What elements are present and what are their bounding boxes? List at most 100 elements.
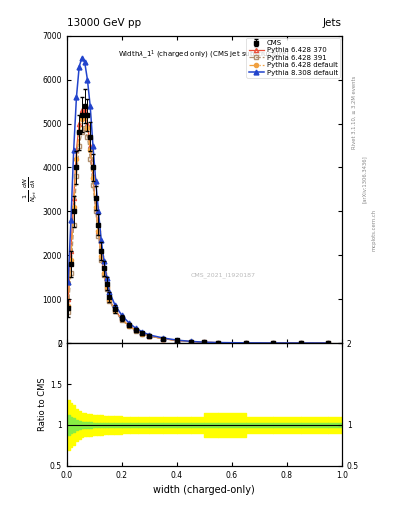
Pythia 6.428 391 [91, 182, 95, 188]
Pythia 6.428 391 [66, 309, 71, 315]
Pythia 6.428 391 [79, 130, 84, 136]
Pythia 6.428 default [72, 204, 76, 210]
Pythia 6.428 default [74, 156, 79, 162]
Pythia 6.428 391 [147, 333, 152, 339]
Line: Pythia 6.428 default: Pythia 6.428 default [66, 115, 330, 345]
Pythia 6.428 391 [83, 125, 87, 131]
Pythia 8.308 default [85, 77, 90, 83]
Pythia 8.308 default [88, 103, 93, 109]
Pythia 8.308 default [113, 302, 118, 308]
Pythia 6.428 370 [243, 340, 248, 346]
Pythia 6.428 370 [74, 147, 79, 153]
Legend: CMS, Pythia 6.428 370, Pythia 6.428 391, Pythia 6.428 default, Pythia 8.308 defa: CMS, Pythia 6.428 370, Pythia 6.428 391,… [246, 38, 340, 78]
Pythia 8.308 default [216, 339, 220, 346]
Pythia 6.428 391 [188, 338, 193, 345]
Pythia 6.428 default [174, 337, 179, 344]
Pythia 6.428 370 [127, 323, 131, 329]
Pythia 6.428 default [99, 253, 104, 259]
Pythia 6.428 370 [99, 253, 104, 259]
Pythia 6.428 default [77, 130, 82, 136]
Pythia 6.428 370 [94, 204, 98, 210]
Pythia 6.428 391 [140, 331, 145, 337]
Pythia 6.428 default [68, 257, 73, 263]
Text: Jets: Jets [323, 18, 342, 28]
Pythia 6.428 default [85, 125, 90, 131]
Pythia 6.428 391 [85, 134, 90, 140]
Pythia 6.428 391 [202, 339, 207, 346]
Pythia 6.428 370 [66, 296, 71, 302]
Pythia 6.428 370 [83, 108, 87, 114]
Text: CMS_2021_I1920187: CMS_2021_I1920187 [191, 272, 256, 279]
Text: [arXiv:1306.3436]: [arXiv:1306.3436] [362, 155, 367, 203]
Pythia 6.428 default [96, 228, 101, 234]
Pythia 6.428 370 [133, 327, 138, 333]
Pythia 6.428 391 [133, 328, 138, 334]
Pythia 6.428 default [91, 176, 95, 182]
Pythia 6.428 default [243, 340, 248, 346]
Pythia 6.428 default [66, 303, 71, 309]
Pythia 6.428 default [83, 114, 87, 120]
Text: Rivet 3.1.10, ≥ 3.2M events: Rivet 3.1.10, ≥ 3.2M events [352, 76, 357, 150]
Text: Width$\lambda$_1$^1$ (charged only) (CMS jet substructure): Width$\lambda$_1$^1$ (charged only) (CMS… [119, 48, 290, 61]
Pythia 6.428 370 [79, 108, 84, 114]
Pythia 8.308 default [68, 217, 73, 223]
X-axis label: width (charged-only): width (charged-only) [154, 485, 255, 495]
Y-axis label: Ratio to CMS: Ratio to CMS [38, 378, 47, 431]
Pythia 6.428 370 [188, 338, 193, 345]
Pythia 8.308 default [96, 208, 101, 215]
Pythia 6.428 default [119, 316, 124, 323]
Pythia 6.428 default [271, 340, 275, 346]
Pythia 8.308 default [94, 178, 98, 184]
Pythia 6.428 default [161, 336, 165, 342]
Pythia 6.428 370 [147, 333, 152, 339]
Pythia 6.428 default [216, 339, 220, 346]
Pythia 8.308 default [105, 274, 109, 281]
Pythia 6.428 370 [72, 195, 76, 201]
Y-axis label: $\frac{1}{N_{jet}}\ \frac{dN}{d\lambda}$: $\frac{1}{N_{jet}}\ \frac{dN}{d\lambda}$ [21, 177, 40, 202]
Pythia 8.308 default [140, 329, 145, 335]
Pythia 6.428 default [202, 339, 207, 346]
Pythia 6.428 default [107, 296, 112, 303]
Pythia 6.428 370 [326, 340, 331, 346]
Pythia 6.428 391 [161, 336, 165, 342]
Pythia 6.428 391 [113, 308, 118, 314]
Pythia 6.428 370 [174, 337, 179, 344]
Pythia 6.428 default [147, 333, 152, 339]
Pythia 6.428 370 [105, 284, 109, 290]
Pythia 8.308 default [79, 55, 84, 61]
Pythia 6.428 370 [216, 339, 220, 346]
Pythia 6.428 default [188, 338, 193, 345]
Pythia 6.428 391 [119, 317, 124, 323]
Pythia 6.428 370 [119, 316, 124, 322]
Pythia 8.308 default [66, 279, 71, 285]
Pythia 8.308 default [74, 94, 79, 100]
Pythia 8.308 default [202, 339, 207, 345]
Pythia 6.428 default [133, 327, 138, 333]
Pythia 6.428 default [79, 116, 84, 122]
Pythia 6.428 391 [243, 340, 248, 346]
Pythia 6.428 370 [96, 228, 101, 234]
Pythia 8.308 default [91, 142, 95, 148]
Pythia 6.428 370 [161, 335, 165, 342]
Pythia 6.428 391 [88, 156, 93, 162]
Pythia 6.428 default [113, 307, 118, 313]
Pythia 6.428 370 [202, 339, 207, 346]
Pythia 8.308 default [298, 340, 303, 346]
Pythia 6.428 370 [102, 270, 107, 276]
Line: Pythia 8.308 default: Pythia 8.308 default [66, 55, 331, 346]
Pythia 8.308 default [77, 63, 82, 70]
Pythia 6.428 default [140, 330, 145, 336]
Pythia 6.428 default [105, 284, 109, 290]
Pythia 6.428 370 [298, 340, 303, 346]
Pythia 8.308 default [72, 147, 76, 153]
Pythia 6.428 391 [216, 339, 220, 346]
Pythia 6.428 391 [105, 286, 109, 292]
Pythia 6.428 370 [91, 173, 95, 179]
Pythia 8.308 default [147, 332, 152, 338]
Pythia 6.428 default [298, 340, 303, 346]
Pythia 6.428 391 [68, 270, 73, 276]
Pythia 8.308 default [127, 319, 131, 326]
Text: mcplots.cern.ch: mcplots.cern.ch [371, 209, 376, 251]
Pythia 6.428 default [102, 270, 107, 276]
Pythia 6.428 370 [107, 296, 112, 303]
